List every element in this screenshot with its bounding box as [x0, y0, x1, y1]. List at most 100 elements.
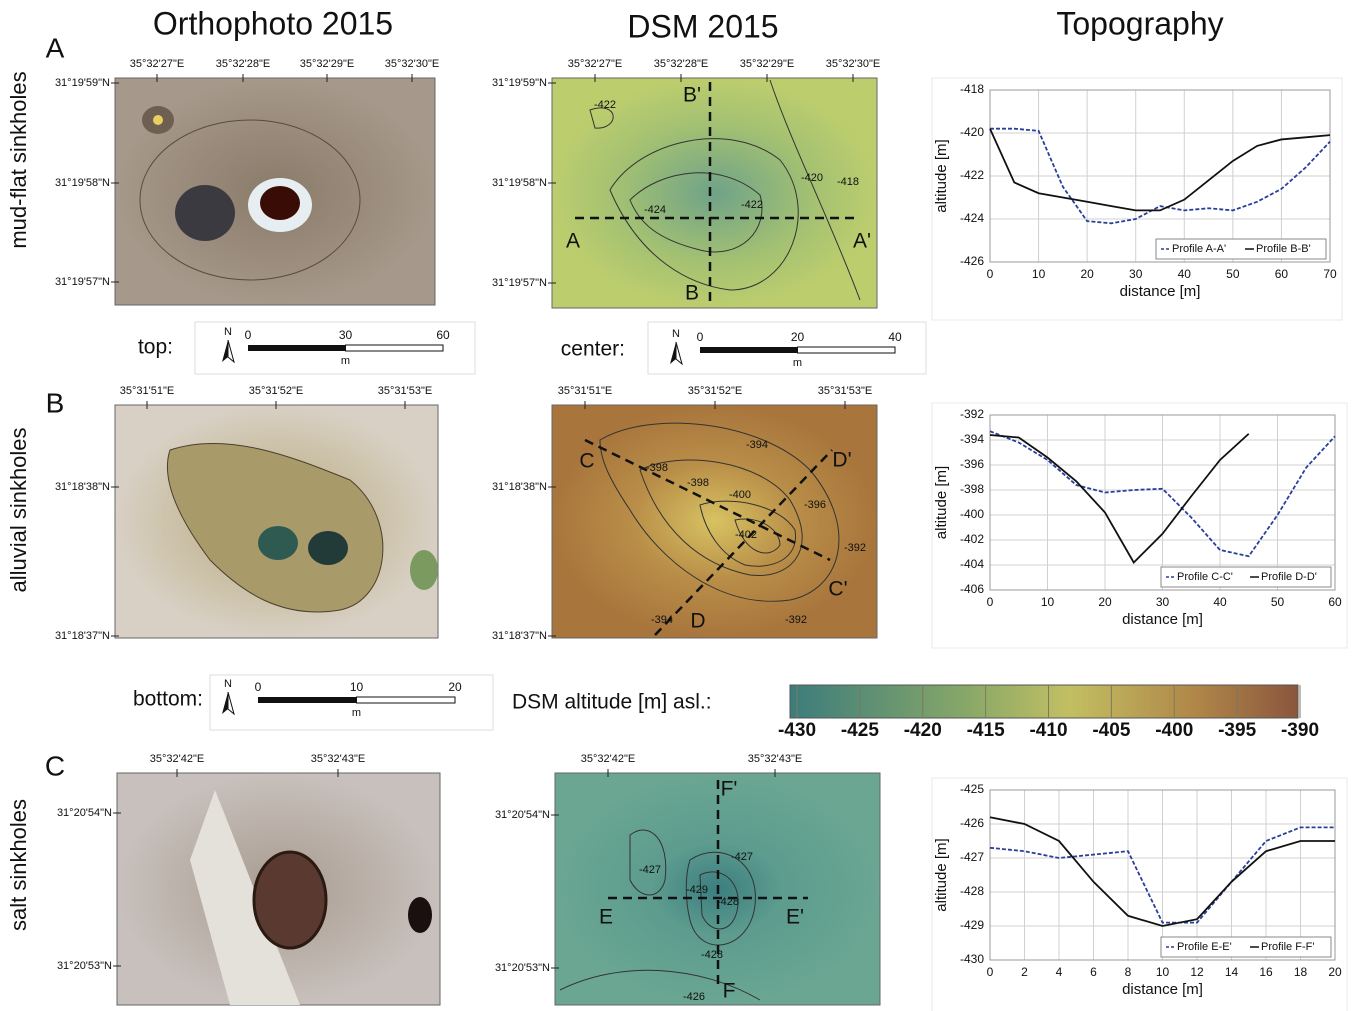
- map-x-label: 35°31'52"E: [688, 385, 742, 397]
- x-tick-label: 30: [1156, 595, 1170, 609]
- colorbar-tick-label: -405: [1092, 720, 1130, 741]
- map-y-label: 31°20'54"N: [57, 807, 112, 819]
- map-x-label: 35°32'43"E: [311, 753, 365, 765]
- x-tick-label: 20: [1328, 965, 1342, 979]
- profile-line: [584, 438, 831, 562]
- sinkhole-feature: [308, 531, 348, 565]
- x-tick-label: 60: [1275, 267, 1289, 281]
- y-tick-label: -402: [960, 532, 984, 546]
- scale-label: bottom:: [133, 688, 203, 711]
- sinkhole-feature: [258, 526, 298, 560]
- profile-curve: [990, 127, 1331, 225]
- map-y-label: 31°18'37"N: [492, 630, 547, 642]
- colorbar-tick-label: -395: [1218, 720, 1256, 741]
- x-tick-label: 18: [1294, 965, 1308, 979]
- y-tick-label: -418: [960, 82, 984, 96]
- x-tick-label: 40: [1213, 595, 1227, 609]
- contour-label: -394: [651, 614, 673, 626]
- chart-background: [931, 77, 1343, 321]
- y-tick-label: -428: [960, 884, 984, 898]
- x-tick-label: 20: [1098, 595, 1112, 609]
- north-arrow: [222, 692, 228, 714]
- map-x-label: 35°31'51"E: [120, 385, 174, 397]
- plot-frame: [989, 414, 1336, 591]
- profile-curve: [989, 128, 1331, 212]
- scale-tick: 30: [339, 328, 353, 342]
- contour-label: -428: [701, 949, 723, 961]
- profile-label: E': [786, 906, 804, 929]
- north-label: N: [224, 326, 232, 338]
- x-tick-label: 40: [1178, 267, 1192, 281]
- map-x-label: 35°32'42"E: [581, 753, 635, 765]
- x-axis-label: distance [m]: [1122, 981, 1203, 998]
- profile-label: C: [579, 450, 594, 473]
- map-x-label: 35°31'52"E: [249, 385, 303, 397]
- row-label: salt sinkholes: [6, 799, 31, 931]
- y-axis-label: altitude [m]: [933, 838, 950, 911]
- y-tick-label: -396: [960, 457, 984, 471]
- x-tick-label: 10: [1041, 595, 1055, 609]
- scale-bar: [345, 344, 444, 352]
- scale-unit: m: [352, 707, 361, 719]
- map-x-label: 35°32'42"E: [150, 753, 204, 765]
- contour-line: [629, 829, 667, 896]
- profile-line: [654, 449, 833, 636]
- profile-label: A': [853, 230, 871, 253]
- map-y-label: 31°18'38"N: [492, 481, 547, 493]
- north-label: N: [224, 678, 232, 690]
- map-y-label: 31°19'59"N: [492, 77, 547, 89]
- legend-box: [1160, 566, 1332, 588]
- legend-label: Profile B-B': [1256, 243, 1311, 255]
- profile-label: F': [721, 778, 738, 801]
- scale-tick: 40: [888, 330, 902, 344]
- scale-label: top:: [138, 336, 173, 359]
- scale-bar: [248, 345, 346, 351]
- contour-label: -394: [746, 439, 768, 451]
- map-y-label: 31°20'53"N: [57, 960, 112, 972]
- y-tick-label: -398: [960, 482, 984, 496]
- profile-label: D: [690, 610, 705, 633]
- profile-label: A: [566, 230, 580, 253]
- contour-line: [629, 172, 763, 253]
- map-x-label: 35°32'29"E: [300, 58, 354, 70]
- contour-label: -392: [785, 614, 807, 626]
- x-tick-label: 4: [1056, 965, 1063, 979]
- row-letter: B: [46, 387, 65, 418]
- contour-label: -424: [644, 204, 666, 216]
- scale-label: center:: [561, 338, 625, 361]
- x-tick-label: 30: [1129, 267, 1143, 281]
- colorbar-tick-label: -400: [1155, 720, 1193, 741]
- contour-label: -418: [837, 176, 859, 188]
- scale-unit: m: [793, 357, 802, 369]
- colorbar: [789, 684, 1299, 719]
- colorbar-tick-label: -430: [778, 720, 816, 741]
- contour-line: [559, 969, 761, 1001]
- map-x-label: 35°32'27"E: [568, 58, 622, 70]
- profile-curve: [989, 826, 1335, 924]
- contour-line: [734, 518, 781, 554]
- map-y-label: 31°20'53"N: [495, 962, 550, 974]
- map-x-label: 35°32'43"E: [748, 753, 802, 765]
- profile-curve: [989, 430, 1336, 558]
- profile-curve: [989, 433, 1250, 564]
- colorbar-tick-label: -415: [967, 720, 1005, 741]
- x-tick-label: 16: [1259, 965, 1273, 979]
- north-label: N: [672, 328, 680, 340]
- y-tick-label: -429: [960, 918, 984, 932]
- contour-label: -426: [683, 991, 705, 1003]
- map-x-label: 35°32'27"E: [130, 58, 184, 70]
- y-tick-label: -426: [960, 254, 984, 268]
- north-arrow: [675, 341, 683, 366]
- scale-bar: [356, 696, 456, 704]
- column-title: Topography: [1056, 5, 1223, 41]
- colorbar-tick-label: -425: [841, 720, 879, 741]
- x-tick-label: 2: [1021, 965, 1028, 979]
- contour-line: [769, 79, 861, 301]
- row-letter: C: [45, 750, 65, 781]
- profile-label: B: [685, 282, 699, 305]
- profile-curve: [989, 816, 1335, 927]
- x-tick-label: 12: [1190, 965, 1204, 979]
- x-tick-label: 14: [1225, 965, 1239, 979]
- y-tick-label: -430: [960, 952, 984, 966]
